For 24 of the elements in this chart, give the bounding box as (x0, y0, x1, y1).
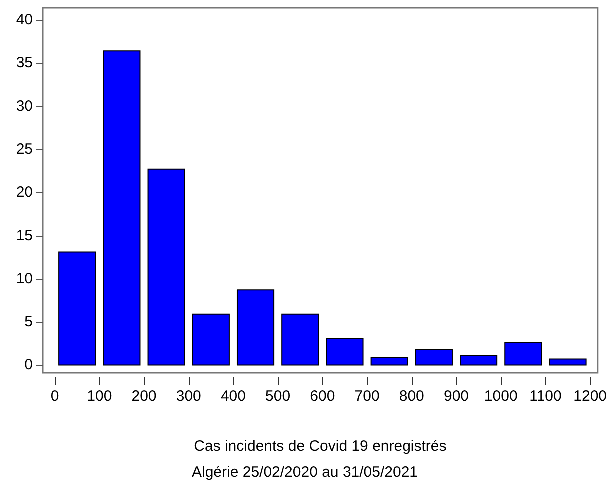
y-tick-label: 15 (16, 227, 33, 244)
x-tick-label: 0 (50, 388, 60, 405)
y-tick-label: 25 (16, 141, 33, 158)
y-tick-label: 5 (24, 314, 33, 331)
y-tick-label: 40 (16, 12, 33, 29)
x-tick-label: 400 (220, 388, 246, 405)
text: Algérie 25/02/2020 au 31/05/2021 (192, 464, 418, 481)
y-tick-label: 35 (16, 54, 33, 72)
x-tick-label: 1100 (530, 388, 562, 405)
x-tick-label: 100 (87, 388, 112, 405)
x-tick-label: 1200 (574, 388, 608, 405)
x-tick-label: 500 (266, 388, 291, 405)
x-tick-label: 900 (444, 388, 470, 405)
x-tick-label: 1000 (484, 388, 518, 405)
y-tick-label: 30 (16, 98, 33, 115)
x-tick-label: 700 (354, 388, 380, 405)
y-tick-label: 20 (16, 184, 33, 202)
x-tick-label: 800 (399, 388, 424, 405)
x-tick-label: 600 (310, 388, 336, 405)
x-tick-label: 200 (132, 388, 157, 405)
x-axis-title: Cas incidents de Covid 19 enregistrés (194, 438, 447, 455)
y-tick-label: 10 (16, 270, 33, 288)
y-tick-label: 0 (24, 356, 33, 374)
x-tick-label: 300 (176, 388, 202, 405)
